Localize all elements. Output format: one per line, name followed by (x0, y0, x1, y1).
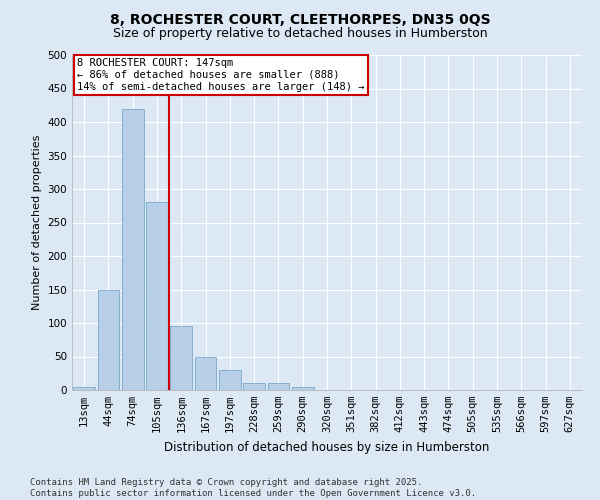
Bar (243, 384, 265, 390)
Bar (170, 326, 192, 390)
Text: Size of property relative to detached houses in Humberston: Size of property relative to detached ho… (113, 28, 487, 40)
Text: 8, ROCHESTER COURT, CLEETHORPES, DN35 0QS: 8, ROCHESTER COURT, CLEETHORPES, DN35 0Q… (110, 12, 490, 26)
Text: 8 ROCHESTER COURT: 147sqm
← 86% of detached houses are smaller (888)
14% of semi: 8 ROCHESTER COURT: 147sqm ← 86% of detac… (77, 58, 365, 92)
Bar (122, 108, 143, 390)
Text: Contains HM Land Registry data © Crown copyright and database right 2025.
Contai: Contains HM Land Registry data © Crown c… (30, 478, 476, 498)
Bar (194, 356, 217, 390)
Bar (97, 290, 119, 390)
Bar (292, 386, 314, 390)
Y-axis label: Number of detached properties: Number of detached properties (32, 135, 42, 310)
Bar (73, 386, 95, 390)
Bar (219, 370, 241, 390)
X-axis label: Distribution of detached houses by size in Humberston: Distribution of detached houses by size … (164, 440, 490, 454)
Bar (268, 384, 289, 390)
Bar (146, 202, 168, 390)
